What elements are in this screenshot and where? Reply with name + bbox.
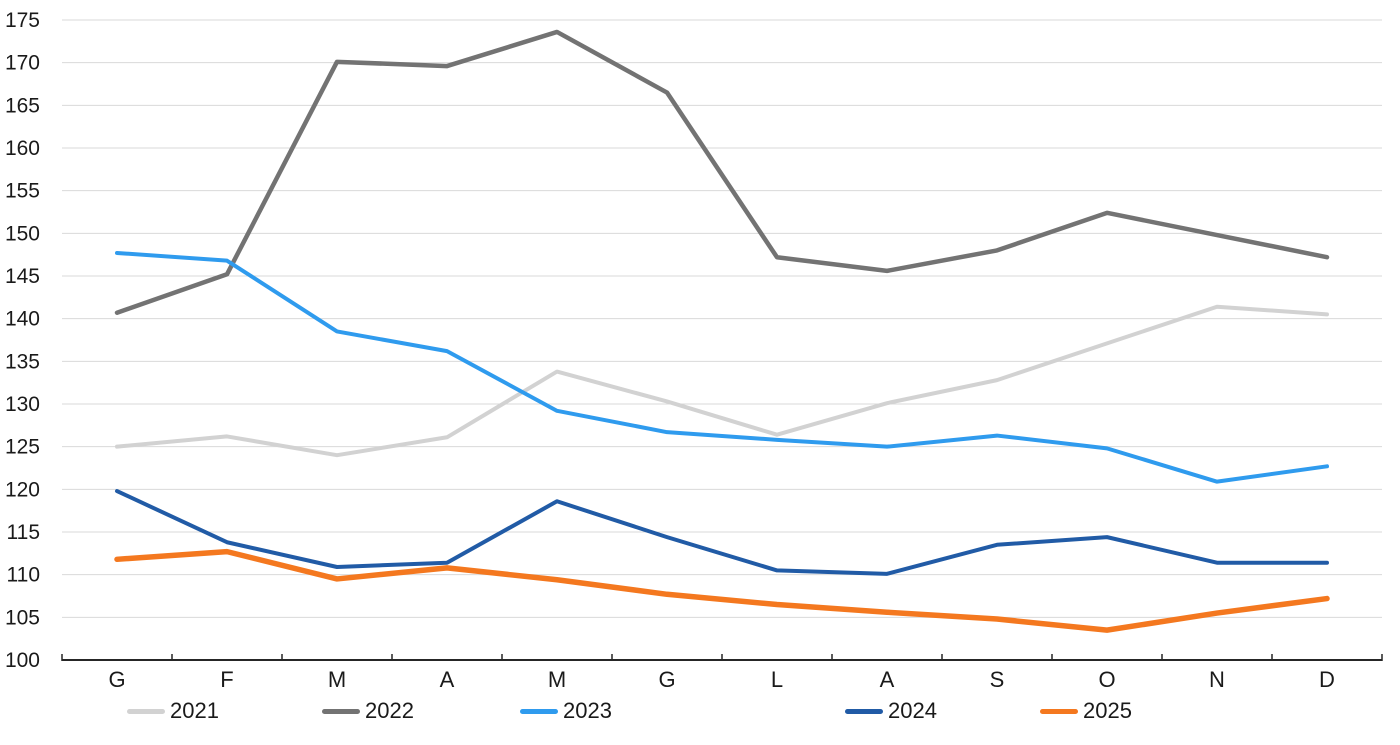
y-axis-label: 165 (5, 94, 40, 117)
series-line-2023 (115, 250, 1329, 484)
legend-swatch-2025 (1040, 708, 1078, 714)
x-axis-label: A (880, 667, 895, 692)
x-axis-label: L (771, 667, 783, 692)
legend-item-2022: 2022 (322, 698, 414, 724)
legend-swatch-2024 (845, 708, 883, 714)
legend-swatch-2021 (127, 708, 165, 714)
x-axis-label: S (990, 667, 1005, 692)
legend-swatch-2023 (520, 708, 558, 714)
y-axis-label: 160 (5, 137, 40, 160)
x-axis-label: D (1319, 667, 1335, 692)
y-axis-label: 135 (5, 350, 40, 373)
legend-label-2021: 2021 (170, 698, 219, 723)
x-axis-label: N (1209, 667, 1225, 692)
legend-label-2022: 2022 (365, 698, 414, 723)
y-axis-label: 105 (5, 606, 40, 629)
y-axis-label: 100 (5, 649, 40, 672)
legend-item-2024: 2024 (845, 698, 937, 724)
y-axis-label: 110 (7, 564, 40, 587)
legend-item-2021: 2021 (127, 698, 219, 724)
x-axis-label: M (548, 667, 566, 692)
y-axis-label: 155 (5, 180, 40, 203)
x-axis-label: A (440, 667, 455, 692)
x-axis-label: G (108, 667, 125, 692)
y-axis-label: 175 (5, 9, 40, 32)
y-axis-label: 125 (5, 436, 40, 459)
legend-label-2024: 2024 (888, 698, 937, 723)
y-axis-label: 170 (5, 52, 40, 75)
legend-item-2025: 2025 (1040, 698, 1132, 724)
legend-label-2025: 2025 (1083, 698, 1132, 723)
series-line-2024 (115, 489, 1329, 576)
y-axis-label: 120 (5, 478, 40, 501)
series-line-2025 (114, 548, 1330, 633)
series-line-2021 (115, 304, 1329, 458)
legend-swatch-2022 (322, 708, 360, 714)
x-axis-label: F (220, 667, 233, 692)
x-axis-label: O (1098, 667, 1115, 692)
legend-item-2023: 2023 (520, 698, 612, 724)
y-axis-label: 145 (5, 265, 40, 288)
y-axis-label: 140 (5, 308, 40, 331)
y-axis-label: 115 (7, 521, 40, 544)
y-axis-label: 130 (5, 393, 40, 416)
legend-label-2023: 2023 (563, 698, 612, 723)
x-axis-label: M (328, 667, 346, 692)
x-axis-label: G (658, 667, 675, 692)
y-axis-label: 150 (5, 222, 40, 245)
series-line-2022 (114, 29, 1330, 315)
